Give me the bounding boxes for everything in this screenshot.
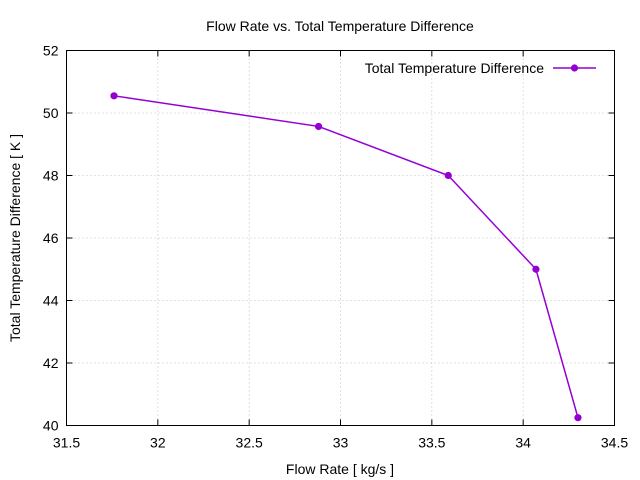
x-axis-label: Flow Rate [ kg/s ] (286, 461, 394, 477)
data-point (444, 171, 452, 180)
data-point (574, 414, 582, 422)
y-tick-label: 52 (43, 43, 59, 59)
series-layer (110, 92, 582, 422)
y-tick-label: 44 (43, 293, 59, 309)
legend-label: Total Temperature Difference (365, 60, 544, 76)
grid (66, 50, 615, 426)
y-axis-label: Total Temperature Difference [ K ] (7, 134, 23, 342)
y-axis: 40 42 44 46 48 50 52 (43, 43, 615, 434)
data-point (110, 92, 118, 100)
y-tick-label: 50 (43, 105, 59, 121)
x-tick-label: 32.5 (236, 435, 263, 451)
series-line (113, 95, 579, 418)
legend-marker-swatch (570, 64, 579, 72)
chart-title: Flow Rate vs. Total Temperature Differen… (206, 18, 474, 34)
x-tick-label: 33.5 (418, 435, 445, 451)
x-tick-label: 32 (150, 435, 166, 451)
data-point (532, 265, 540, 273)
x-axis: 31.5 32 32.5 33 33.5 34 34.5 (53, 50, 628, 451)
y-tick-label: 48 (43, 168, 59, 184)
x-tick-label: 34.5 (601, 435, 628, 451)
y-tick-label: 46 (43, 230, 59, 246)
x-tick-label: 33 (333, 435, 349, 451)
legend: Total Temperature Difference (365, 60, 596, 76)
data-point (314, 122, 323, 131)
y-tick-label: 42 (43, 355, 59, 371)
y-tick-label: 40 (43, 418, 59, 434)
x-tick-label: 31.5 (53, 435, 80, 451)
x-tick-label: 34 (515, 435, 531, 451)
